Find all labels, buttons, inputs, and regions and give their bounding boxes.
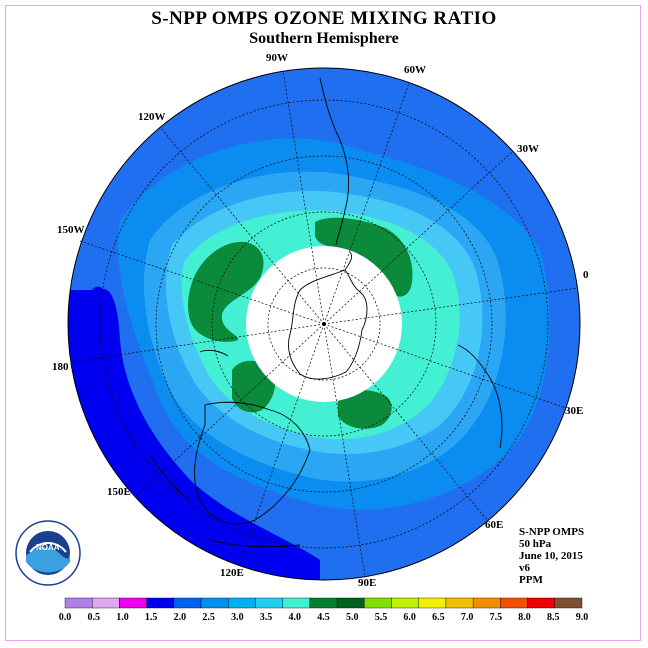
africa-coast — [457, 344, 503, 449]
meridian-120e — [238, 323, 325, 567]
colorbar-swatch — [228, 597, 256, 609]
colorbar-tick-label: 6.0 — [403, 612, 416, 623]
south-america-coast — [319, 77, 350, 246]
colorbar-swatch — [527, 597, 555, 609]
meridian-90w — [282, 70, 325, 325]
colorbar-tick-label: 1.0 — [116, 612, 129, 623]
colorbar-tick-label: 5.5 — [375, 612, 388, 623]
info-version: v6 — [519, 562, 530, 574]
colorbar-swatch — [336, 597, 365, 609]
globe-outline — [67, 67, 581, 581]
colorbar-swatch — [119, 597, 147, 609]
meridian-0 — [323, 287, 579, 325]
colorbar-tick-label: 8.5 — [547, 612, 560, 623]
lon-label-150w: 150W — [57, 224, 85, 236]
colorbar-tick-label: 1.5 — [145, 612, 158, 623]
info-product: S-NPP OMPS — [519, 526, 585, 538]
meridian-150e — [135, 323, 325, 497]
colorbar-swatch — [554, 597, 583, 609]
meridian-90e — [323, 323, 366, 577]
lon-label-60w: 60W — [404, 64, 426, 76]
colorbar-swatch — [200, 597, 229, 609]
lon-label-120w: 120W — [138, 111, 166, 123]
colorbar-tick-label: 8.0 — [518, 612, 531, 623]
noaa-logo-text: NOAA — [36, 543, 60, 552]
colorbar-swatch — [391, 597, 419, 609]
south-pole-dot — [322, 322, 326, 326]
colorbar-tick-label: 7.5 — [490, 612, 503, 623]
colorbar-swatch — [146, 597, 175, 609]
colorbar-tick-label: 0.0 — [59, 612, 72, 623]
lon-label-90w: 90W — [266, 52, 288, 64]
colorbar-tick-label: 0.5 — [87, 612, 100, 623]
lat-circle-20s — [99, 99, 549, 549]
colorbar-swatch — [64, 597, 93, 609]
meridian-120w — [159, 126, 325, 325]
lon-label-180: 180 — [52, 361, 69, 373]
australia-coast — [194, 401, 311, 525]
map-title: S-NPP OMPS OZONE MIXING RATIO — [151, 8, 497, 29]
lon-label-30w: 30W — [517, 143, 539, 155]
ozone-field — [68, 68, 580, 580]
colorbar-tick-label: 6.5 — [432, 612, 445, 623]
colorbar-swatch — [92, 597, 120, 609]
colorbar-tick-label: 4.5 — [317, 612, 330, 623]
info-level: 50 hPa — [519, 538, 552, 550]
colorbar-swatch — [418, 597, 447, 609]
colorbar-tick-label: 2.0 — [174, 612, 187, 623]
lat-circle-40s — [155, 155, 493, 493]
colorbar-swatch — [309, 597, 338, 609]
figure-frame — [5, 5, 641, 641]
colorbar-tick-label: 3.0 — [231, 612, 244, 623]
lon-label-30e: 30E — [565, 405, 583, 417]
colorbar-swatch — [173, 597, 202, 609]
lon-label-60e: 60E — [485, 519, 503, 531]
meridian-30w — [323, 151, 513, 325]
lon-label-120e: 120E — [220, 567, 244, 579]
ozone-band-1-5b — [92, 286, 300, 552]
colorbar-tick-label: 4.0 — [289, 612, 302, 623]
graticule — [71, 70, 579, 577]
colorbar-swatch — [364, 597, 392, 609]
antarctic-peninsula — [344, 251, 353, 271]
lat-circle-60s — [211, 211, 437, 437]
antarctica-coast — [288, 269, 368, 380]
new-zealand-coast — [149, 454, 191, 501]
colorbar-swatch — [500, 597, 528, 609]
meridian-60e — [323, 323, 488, 521]
ozone-band-4-5-south — [338, 389, 392, 429]
colorbar-swatch — [255, 597, 283, 609]
colorbar-tick-label: 7.0 — [461, 612, 474, 623]
meridian-180 — [71, 323, 325, 363]
colorbar-swatch — [282, 597, 311, 609]
lat-circle-80s — [267, 267, 381, 381]
info-date: June 10, 2015 — [519, 550, 583, 562]
map-subtitle: Southern Hemisphere — [249, 30, 399, 47]
colorbar-tick-label: 2.5 — [202, 612, 215, 623]
lon-label-150e: 150E — [107, 486, 131, 498]
colorbar-swatch — [445, 597, 474, 609]
colorbar-tick-label: 9.0 — [576, 612, 589, 623]
lon-label-90e: 90E — [358, 577, 376, 589]
coastlines — [149, 77, 503, 548]
ozone-band-4-5-west — [188, 241, 264, 342]
meridian-150w — [79, 240, 325, 325]
colorbar-tick-label: 3.5 — [260, 612, 273, 623]
lon-label-0: 0 — [583, 269, 589, 281]
info-units: PPM — [519, 574, 543, 586]
colorbar-swatch — [472, 597, 501, 609]
meridian-60w — [323, 82, 410, 325]
noaa-logo: NOAA — [15, 520, 81, 586]
colorbar: 0.0 0.5 1.0 1.5 2.0 2.5 3.0 3.5 4.0 4.5 5.0 5.5 6.0 6… — [59, 597, 589, 623]
meridian-30e — [323, 323, 567, 409]
colorbar-tick-label: 5.0 — [346, 612, 359, 623]
